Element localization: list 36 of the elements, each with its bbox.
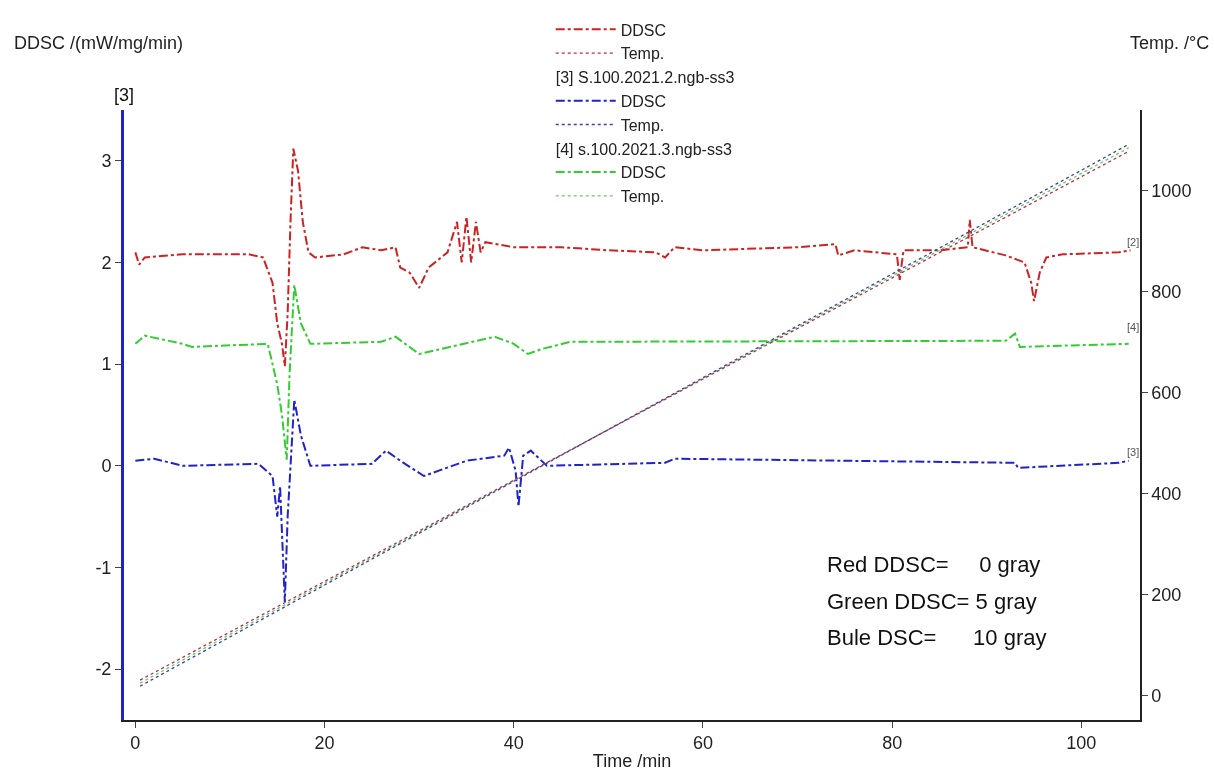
y-tick-label: -2 <box>95 659 112 680</box>
text: [3] S.100.2021.2.ngb-ss3 <box>555 69 735 87</box>
x-tick-label: 0 <box>130 733 141 754</box>
x-tick-label: 60 <box>692 733 713 754</box>
legend-label: Temp. <box>620 116 665 134</box>
legend-label: DDSC <box>620 21 667 39</box>
y-tick-label: 3 <box>101 151 112 172</box>
x-axis-title: Time /min <box>592 750 672 771</box>
y-axis-title: DDSC /(mW/mg/min) <box>14 33 183 53</box>
annotation: Bule DSC= 10 gray <box>827 625 1047 650</box>
y2-tick-label: 0 <box>1151 686 1162 707</box>
y2-tick-label: 800 <box>1151 282 1182 303</box>
y-tick-label: -1 <box>95 557 112 578</box>
text: [3] <box>114 85 135 105</box>
x-tick-label: 100 <box>1066 733 1097 754</box>
y2-tick-label: 600 <box>1151 383 1182 404</box>
x-tick-label: 20 <box>314 733 335 754</box>
annotation: [2] <box>1127 236 1140 248</box>
y2-tick-label: 1000 <box>1151 181 1192 202</box>
annotation: [4] <box>1127 321 1140 333</box>
y2-axis-title: Temp. /°C <box>1130 33 1210 53</box>
legend-label: DDSC <box>620 164 667 182</box>
annotation: [3] <box>1127 446 1140 458</box>
annotation: [4] s.100.2021.3.ngb-ss3 <box>555 140 732 158</box>
x-tick-label: 80 <box>882 733 903 754</box>
legend-label: Temp. <box>620 188 665 206</box>
x-tick-label: 40 <box>503 733 524 754</box>
annotation: Red DDSC= 0 gray <box>827 552 1041 577</box>
y-tick-label: 1 <box>101 354 112 375</box>
y-tick-label: 2 <box>101 252 112 273</box>
y2-tick-label: 200 <box>1151 585 1182 606</box>
annotation: Green DDSC= 5 gray <box>827 589 1037 614</box>
y2-tick-label: 400 <box>1151 484 1182 505</box>
legend-label: DDSC <box>620 92 667 110</box>
legend-label: Temp. <box>620 45 665 63</box>
y-tick-label: 0 <box>101 456 112 477</box>
